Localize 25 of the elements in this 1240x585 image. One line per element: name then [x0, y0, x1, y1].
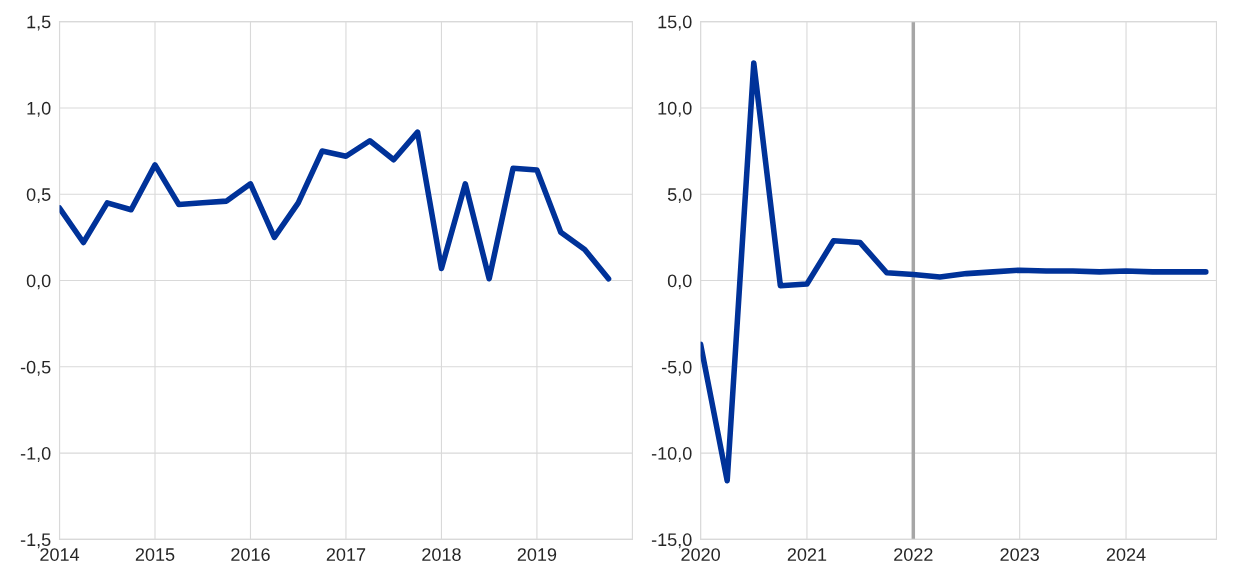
y-tick-label: 5,0 — [667, 188, 692, 204]
y-tick-label: 0,0 — [667, 274, 692, 290]
x-tick-label: 2024 — [1106, 548, 1146, 561]
y-tick-label: -15,0 — [651, 533, 692, 549]
y-tick-label: 10,0 — [658, 101, 692, 117]
y-tick-label: -5,0 — [661, 360, 692, 376]
y-tick-label: 0,5 — [26, 188, 51, 204]
x-tick-label: 2023 — [1000, 548, 1039, 561]
y-tick-label: -10,0 — [651, 447, 692, 462]
y-tick-label: 0,0 — [26, 274, 51, 290]
y-tick-label: 1,0 — [27, 101, 51, 117]
x-tick-label: 2015 — [135, 548, 175, 561]
x-tick-label: 2021 — [787, 548, 827, 561]
x-tick-label: 2014 — [40, 548, 80, 561]
y-tick-label: -1,5 — [20, 533, 51, 549]
x-tick-label: 2018 — [422, 548, 461, 561]
x-tick-label: 2016 — [231, 548, 270, 561]
x-tick-label: 2020 — [681, 548, 720, 561]
x-tick-label: 2017 — [326, 548, 366, 561]
x-tick-label: 2019 — [517, 548, 557, 561]
y-tick-label: 15,0 — [658, 15, 692, 31]
y-tick-label: 1,5 — [27, 15, 51, 31]
y-tick-label: -0,5 — [20, 360, 51, 376]
x-tick-label: 2022 — [894, 548, 933, 561]
y-tick-label: -1,0 — [20, 447, 51, 462]
